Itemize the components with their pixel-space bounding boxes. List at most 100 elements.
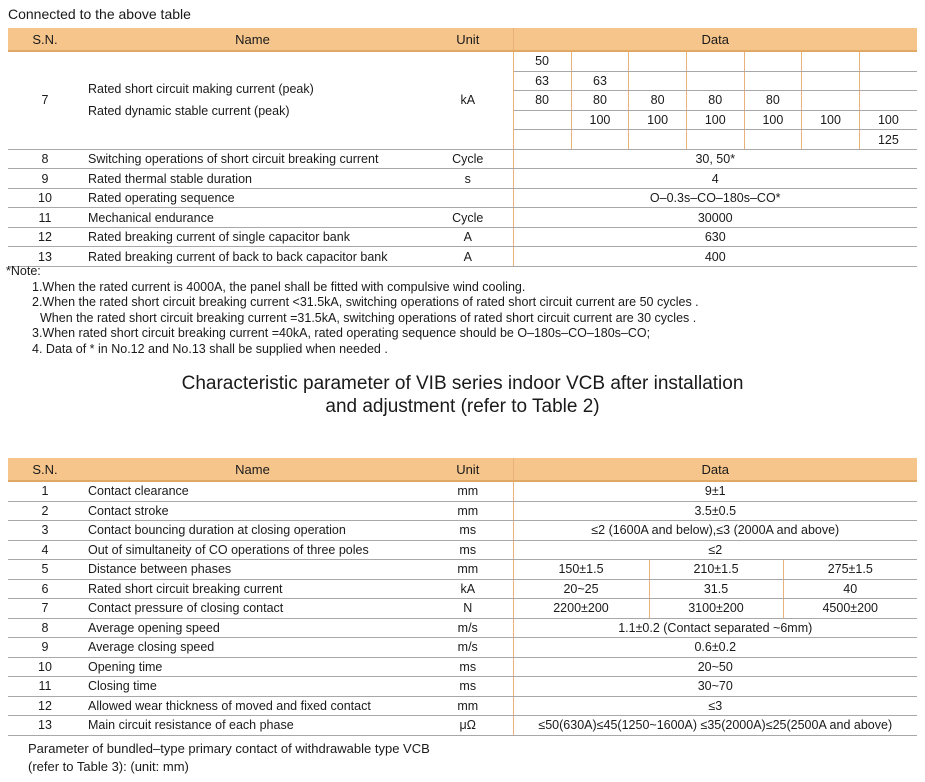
cell-name: Main circuit resistance of each phase xyxy=(82,715,423,736)
subgrid-cell xyxy=(858,90,917,111)
table-2: S.N. Name Unit Data 1 Contact clearance mm… xyxy=(8,458,918,736)
table-row: 10 Rated operating sequence O–0.3s–CO–180s… xyxy=(8,188,917,209)
notes-title: *Note: xyxy=(6,264,41,278)
subgrid-cell: 100 xyxy=(858,110,917,131)
subgrid-cell xyxy=(801,52,860,72)
footer-text: Parameter of bundled–type primary contac… xyxy=(28,740,430,776)
subgrid-cell xyxy=(801,90,860,111)
cell-sn: 4 xyxy=(8,540,82,560)
subgrid-cell: 80 xyxy=(628,90,687,111)
cell-sn: 9 xyxy=(8,637,82,658)
cell-name: Rated breaking current of back to back c… xyxy=(82,246,423,267)
cell-unit: N xyxy=(423,598,513,619)
note-item: 2.When the rated short circuit breaking … xyxy=(32,295,699,309)
cell-name: Distance between phases xyxy=(82,559,423,580)
table-row: 4 Out of simultaneity of CO operations of… xyxy=(8,540,918,560)
cell-name: Allowed wear thickness of moved and fixe… xyxy=(82,696,423,716)
table-row: 12 Allowed wear thickness of moved and fi… xyxy=(8,696,918,716)
subgrid-cell xyxy=(514,130,572,149)
table-header: S.N. Name Unit Data xyxy=(8,458,918,482)
cell-sn: 2 xyxy=(8,501,82,521)
section-title: Characteristic parameter of VIB series i… xyxy=(0,372,925,418)
subgrid-cell xyxy=(801,71,860,92)
cell-unit: ms xyxy=(423,540,513,560)
data-subgrid: 50 63 63 80 80 80 80 80 100 100 100 100 100 100 125 xyxy=(513,52,917,149)
cell-unit: m/s xyxy=(423,618,513,638)
notes: *Note: 1.When the rated current is 4000A… xyxy=(6,264,699,357)
subgrid-cell xyxy=(570,52,629,72)
cell-data: 20~25 xyxy=(512,579,649,599)
subgrid-cell xyxy=(858,52,917,72)
footer-line: (refer to Table 3): (unit: mm) xyxy=(28,759,189,774)
header-sn: S.N. xyxy=(8,458,82,482)
cell-sn: 7 xyxy=(8,598,82,619)
subgrid-cell xyxy=(628,71,687,92)
table-row: 5 Distance between phases mm 150±1.5 210±1.5… xyxy=(8,559,918,580)
subgrid-cell: 80 xyxy=(685,90,745,111)
section-title-line: and adjustment (refer to Table 2) xyxy=(325,396,600,417)
cell-data: 3100±200 xyxy=(648,598,783,619)
cell-data: ≤50(630A)≤45(1250~1600A) ≤35(2000A)≤25(2… xyxy=(512,715,918,736)
cell-name: Rated thermal stable duration xyxy=(82,168,423,189)
cell-data: 31.5 xyxy=(648,579,783,599)
cell-sn: 8 xyxy=(8,149,82,170)
table-row: 13 Main circuit resistance of each phase μ… xyxy=(8,715,918,736)
cell-data: 20~50 xyxy=(512,657,918,677)
cell-name: Opening time xyxy=(82,657,423,677)
cell-name: Contact clearance xyxy=(82,481,423,502)
cell-sn: 8 xyxy=(8,618,82,638)
cell-unit xyxy=(423,188,513,209)
table-row: 8 Switching operations of short circuit b… xyxy=(8,149,917,170)
header-unit: Unit xyxy=(423,28,513,52)
table-row: 3 Contact bouncing duration at closing op… xyxy=(8,520,918,541)
cell-sn: 10 xyxy=(8,188,82,209)
cell-unit: A xyxy=(423,227,513,248)
cell-data: 150±1.5 xyxy=(512,559,649,580)
subgrid-row: 50 xyxy=(513,52,917,72)
cell-data: 30000 xyxy=(512,207,917,228)
header-data: Data xyxy=(512,458,918,482)
note-item: 3.When rated short circuit breaking curr… xyxy=(32,326,651,340)
cell-name: Rated operating sequence xyxy=(82,188,423,209)
subgrid-row: 125 xyxy=(514,129,917,149)
cell-data: 3.5±0.5 xyxy=(512,501,918,521)
subgrid-cell xyxy=(743,129,802,149)
cell-unit: kA xyxy=(423,579,513,599)
cell-data: O–0.3s–CO–180s–CO* xyxy=(512,188,917,209)
subgrid-cell xyxy=(685,129,745,149)
cell-unit: mm xyxy=(423,696,513,716)
name-line: Rated dynamic stable current (peak) xyxy=(88,104,290,119)
cell-unit: mm xyxy=(423,481,513,502)
cell-unit: Cycle xyxy=(423,207,513,228)
subgrid-cell xyxy=(743,71,802,92)
table-1: S.N. Name Unit Data 7 Rated short circui… xyxy=(8,28,917,267)
cell-unit: ms xyxy=(423,676,513,697)
cell-sn: 1 xyxy=(8,481,82,502)
header-name: Name xyxy=(82,28,423,52)
table-row: 7 Contact pressure of closing contact N 220… xyxy=(8,598,918,619)
subgrid-cell: 100 xyxy=(801,110,860,131)
cell-sn: 12 xyxy=(8,696,82,716)
subgrid-cell xyxy=(628,52,687,72)
cell-name: Contact bouncing duration at closing ope… xyxy=(82,520,423,541)
cell-sn: 9 xyxy=(8,168,82,189)
cell-unit: Cycle xyxy=(423,149,513,170)
subgrid-cell xyxy=(628,129,687,149)
cell-unit: ms xyxy=(423,520,513,541)
table-row: 7 Rated short circuit making current (pe… xyxy=(8,51,917,150)
header-sn: S.N. xyxy=(8,28,82,52)
subgrid-cell xyxy=(685,52,745,72)
note-item: 1.When the rated current is 4000A, the p… xyxy=(32,279,526,294)
cell-data: 30, 50* xyxy=(512,149,917,170)
cell-data: 275±1.5 xyxy=(782,559,918,580)
cell-sn: 3 xyxy=(8,520,82,541)
header-name: Name xyxy=(82,458,423,482)
cell-name: Rated short circuit breaking current xyxy=(82,579,423,599)
table-header: S.N. Name Unit Data xyxy=(8,28,917,52)
cell-sn: 12 xyxy=(8,227,82,248)
table-row: 9 Average closing speed m/s 0.6±0.2 xyxy=(8,637,918,658)
cell-data: 0.6±0.2 xyxy=(512,637,918,658)
cell-unit: mm xyxy=(423,559,513,580)
cell-data: 4 xyxy=(512,168,917,189)
cell-name: Out of simultaneity of CO operations of … xyxy=(82,540,423,560)
